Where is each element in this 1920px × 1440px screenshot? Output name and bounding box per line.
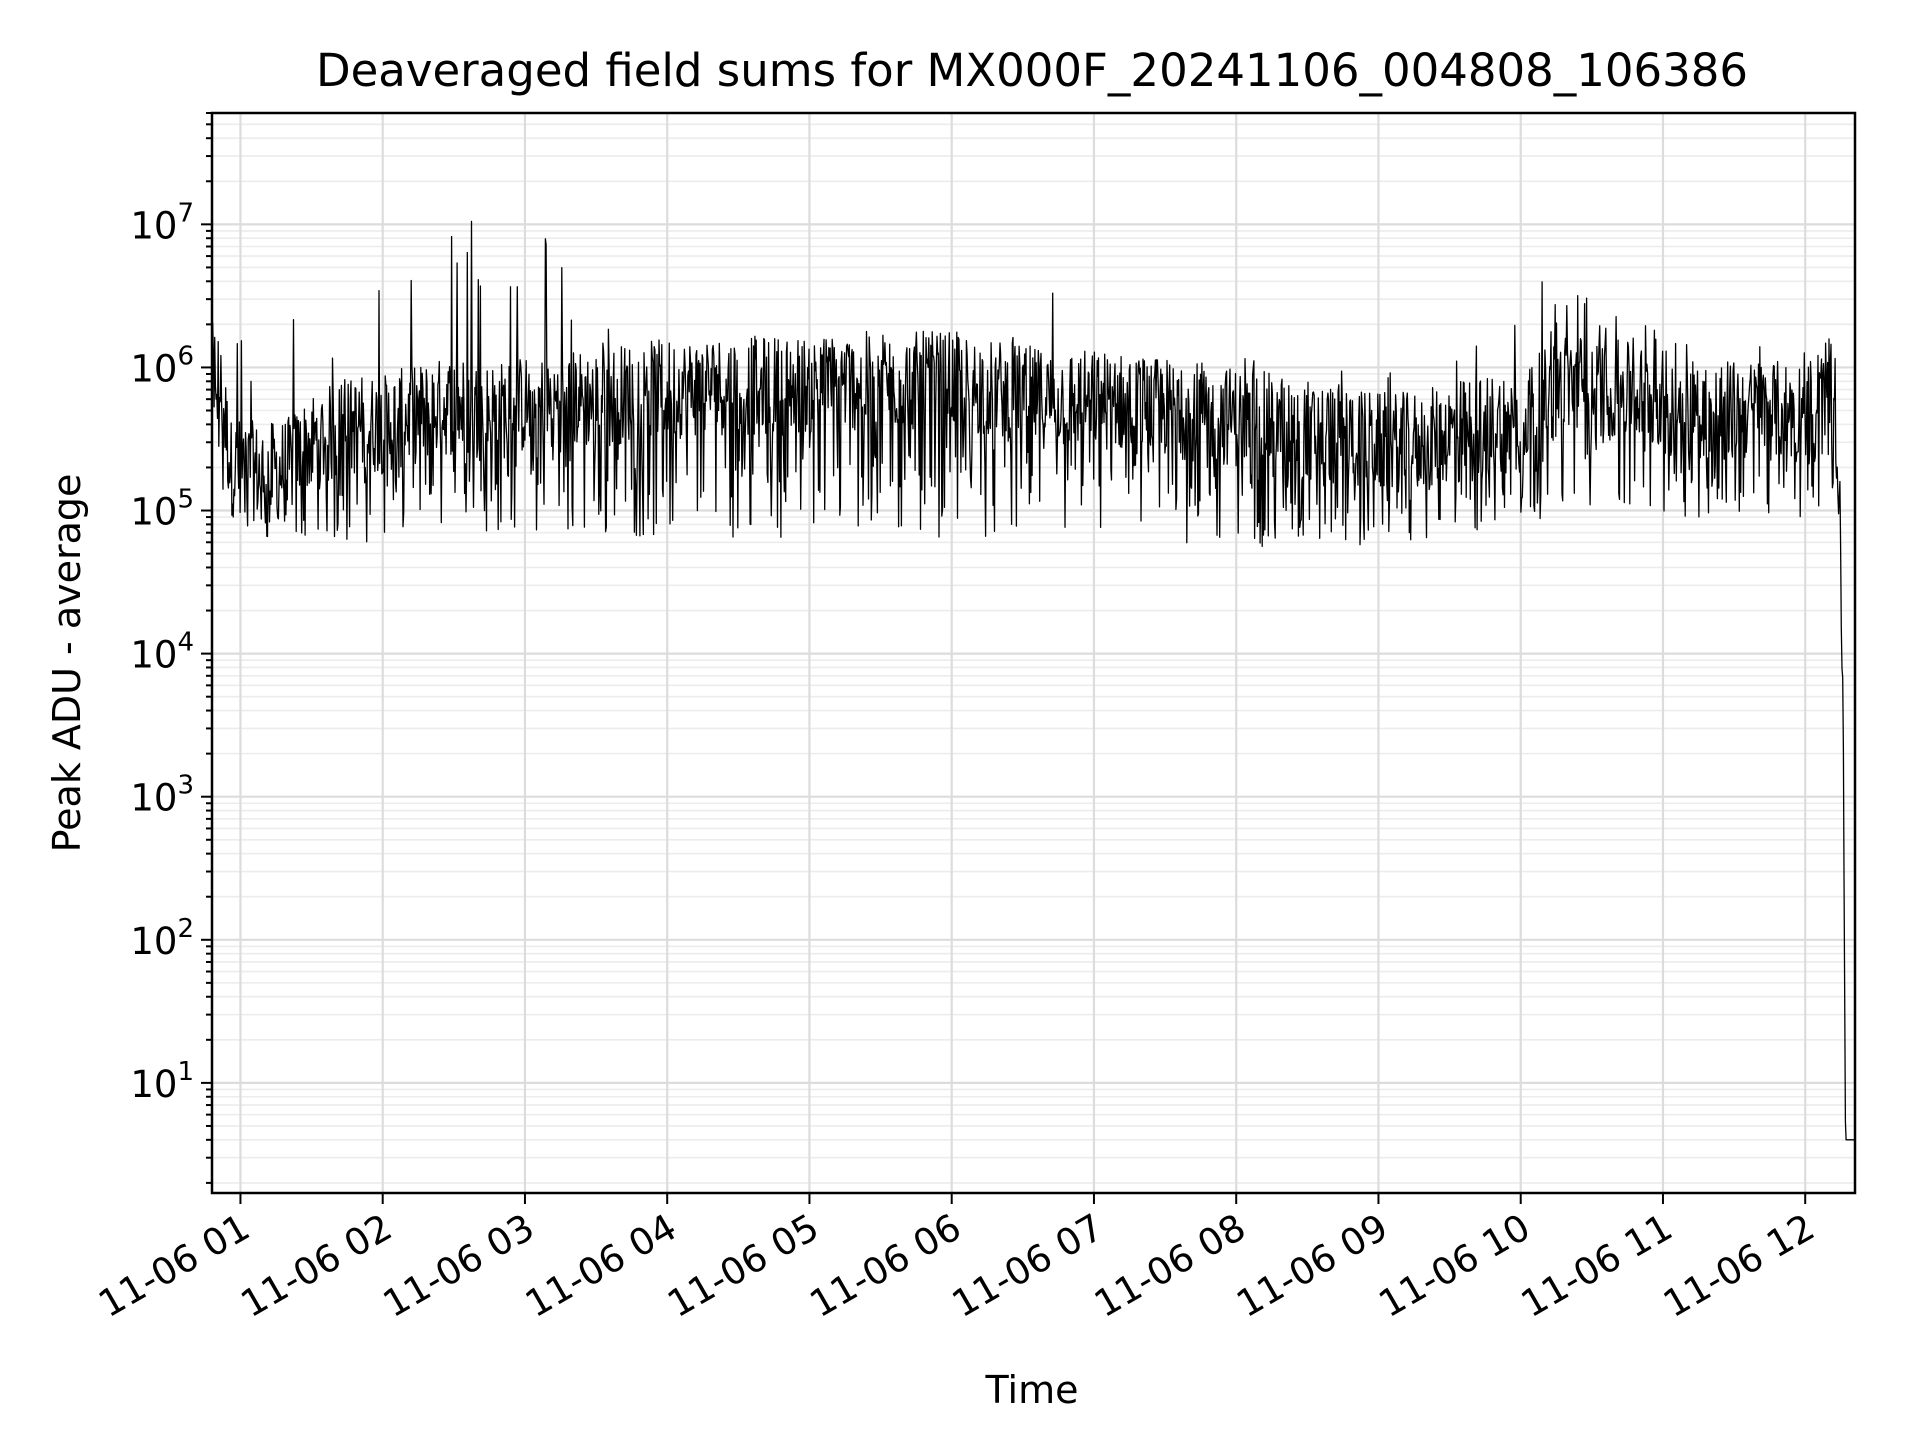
x-tick-label: 11-06 12	[1656, 1206, 1822, 1326]
x-tick-label: 11-06 06	[803, 1206, 969, 1326]
x-tick-label: 11-06 11	[1514, 1206, 1680, 1326]
y-tick-label: 102	[130, 914, 194, 963]
series-line	[211, 220, 1855, 1141]
x-tick-label: 11-06 04	[518, 1206, 684, 1326]
y-tick-label: 103	[130, 771, 194, 820]
y-axis-label: Peak ADU - average	[45, 474, 89, 853]
x-tick-label: 11-06 08	[1087, 1206, 1253, 1326]
x-tick-label: 11-06 01	[91, 1206, 257, 1326]
x-tick-label: 11-06 03	[376, 1206, 542, 1326]
grid	[212, 112, 1855, 1193]
y-tick-label: 101	[130, 1057, 194, 1106]
x-tick-label: 11-06 05	[660, 1206, 826, 1326]
y-tick-label: 107	[130, 198, 194, 247]
x-tick-label: 11-06 09	[1229, 1206, 1395, 1326]
y-tick-label: 105	[130, 485, 194, 534]
y-tick-label: 106	[130, 341, 194, 390]
x-tick-label: 11-06 02	[234, 1206, 400, 1326]
chart-title: Deaveraged field sums for MX000F_2024110…	[316, 44, 1748, 97]
x-tick-label: 11-06 07	[945, 1206, 1111, 1326]
y-axis: 101 102 103 104 105 106 107	[130, 112, 212, 1184]
x-tick-label: 11-06 10	[1372, 1206, 1538, 1326]
y-tick-label: 104	[130, 628, 194, 677]
x-axis-label: Time	[985, 1368, 1079, 1412]
